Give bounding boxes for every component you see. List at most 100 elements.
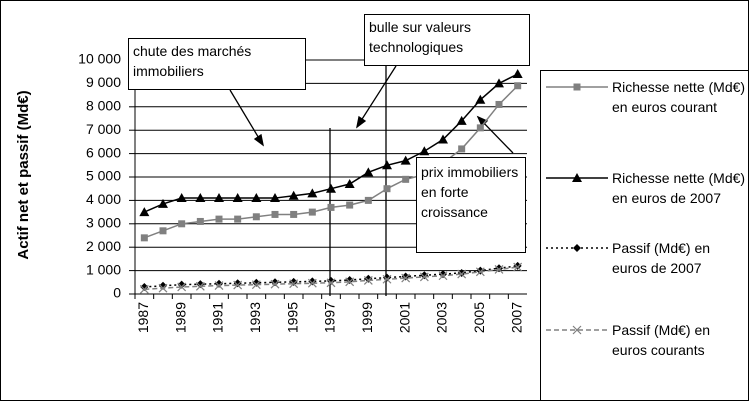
marker <box>158 198 168 208</box>
y-tick-label: 7 000 <box>86 121 121 137</box>
series <box>140 82 522 242</box>
marker <box>290 210 298 218</box>
legend-box <box>540 70 749 401</box>
x-tick-label: 1997 <box>322 302 338 333</box>
annotation: bulle sur valeurs technologiques <box>364 14 530 66</box>
marker <box>196 217 204 225</box>
marker <box>233 279 242 288</box>
marker <box>307 278 317 288</box>
marker <box>271 278 279 287</box>
marker <box>289 277 298 286</box>
marker <box>476 124 484 132</box>
marker <box>402 175 410 183</box>
marker <box>438 271 448 281</box>
legend-label: Passif (Md€) en euros de 2007 <box>612 240 711 276</box>
marker <box>178 220 186 228</box>
marker <box>195 281 205 291</box>
series <box>139 69 523 217</box>
y-tick-label: 9 000 <box>86 74 121 90</box>
marker <box>456 115 467 125</box>
y-tick-label: 1 000 <box>86 261 121 277</box>
marker <box>572 173 582 182</box>
annotation: chute des marchés immobiliers <box>128 38 306 90</box>
arrow-head <box>253 133 264 147</box>
marker <box>251 193 262 203</box>
marker <box>514 82 522 90</box>
marker <box>308 208 316 216</box>
marker <box>475 267 485 277</box>
marker <box>458 145 466 153</box>
marker <box>215 215 223 223</box>
marker <box>251 280 261 290</box>
marker <box>233 280 243 290</box>
x-tick-label: 1995 <box>284 302 300 333</box>
x-tick-label: 1989 <box>172 302 188 333</box>
marker <box>494 265 504 274</box>
marker <box>307 188 318 198</box>
marker <box>326 278 336 288</box>
arrow-head <box>356 115 367 129</box>
marker <box>476 266 485 275</box>
legend-label: Richesse nette (Md€) en euros courant <box>612 79 746 115</box>
x-tick-label: 1999 <box>359 302 375 333</box>
marker <box>195 193 206 203</box>
marker <box>271 210 279 218</box>
marker <box>177 282 187 292</box>
marker <box>214 193 224 203</box>
legend-label: Passif (Md€) en euros courants <box>612 322 711 358</box>
marker <box>344 179 355 189</box>
marker <box>159 227 167 235</box>
marker <box>513 261 522 270</box>
marker <box>345 275 354 284</box>
x-tick-label: 1987 <box>135 302 151 333</box>
x-tick-label: 1991 <box>210 302 226 333</box>
marker <box>364 274 373 283</box>
marker <box>158 283 168 293</box>
legend-label: Richesse nette (Md€) en euros de 2007 <box>612 170 746 206</box>
marker <box>512 69 523 79</box>
marker <box>288 190 299 200</box>
marker <box>289 279 299 289</box>
marker <box>495 100 503 108</box>
marker <box>573 83 581 91</box>
arrow <box>356 65 397 128</box>
y-tick-label: 10 000 <box>78 51 121 67</box>
marker <box>513 262 523 272</box>
marker <box>401 273 411 283</box>
marker <box>401 272 410 281</box>
y-tick-label: 3 000 <box>86 215 121 231</box>
marker <box>383 185 391 193</box>
marker <box>420 271 429 280</box>
y-tick-label: 5 000 <box>86 168 121 184</box>
marker <box>327 276 335 285</box>
marker <box>270 279 280 289</box>
marker <box>382 274 392 284</box>
y-tick-label: 4 000 <box>86 191 121 207</box>
marker <box>475 94 486 104</box>
marker <box>176 193 187 203</box>
marker <box>234 215 242 223</box>
x-tick-label: 2007 <box>508 302 524 333</box>
marker <box>327 203 335 211</box>
marker <box>438 134 448 144</box>
marker <box>215 279 223 288</box>
marker <box>232 193 243 203</box>
marker <box>457 269 467 279</box>
marker <box>252 278 261 287</box>
y-tick-label: 2 000 <box>86 238 121 254</box>
marker <box>363 276 373 285</box>
marker <box>270 193 280 203</box>
marker <box>346 201 354 209</box>
marker <box>573 244 581 252</box>
arrow <box>229 89 264 146</box>
x-tick-label: 2005 <box>471 302 487 333</box>
series <box>139 262 523 294</box>
marker <box>345 277 355 287</box>
y-tick-label: 6 000 <box>86 144 121 160</box>
marker <box>139 207 150 217</box>
marker <box>326 183 336 193</box>
marker <box>252 213 260 221</box>
marker <box>214 281 224 291</box>
